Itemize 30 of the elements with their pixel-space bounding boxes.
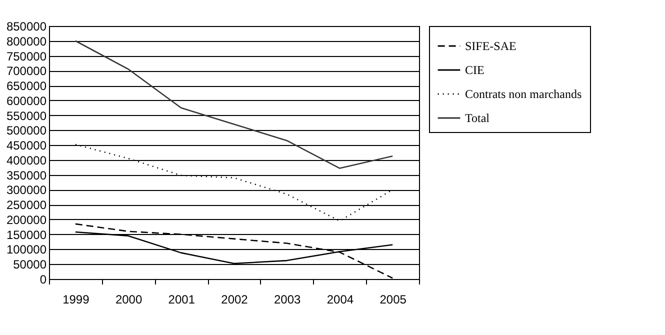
y-tick-label: 100000 xyxy=(6,242,47,257)
legend-label: Total xyxy=(465,111,490,125)
legend-label: Contrats non marchands xyxy=(465,87,582,101)
legend-label: SIFE-SAE xyxy=(465,39,516,53)
x-tick-label: 2004 xyxy=(326,292,354,306)
y-tick-label: 150000 xyxy=(6,228,47,242)
y-tick-label: 550000 xyxy=(6,108,47,123)
y-tick-label: 600000 xyxy=(6,94,47,108)
y-tick-label: 650000 xyxy=(6,79,47,94)
y-tick-label: 350000 xyxy=(6,168,47,182)
y-tick-label: 450000 xyxy=(6,138,47,153)
y-tick-label: 700000 xyxy=(6,64,47,78)
line-series xyxy=(74,40,394,169)
y-tick-label: 750000 xyxy=(6,49,47,64)
y-tick-label: 50000 xyxy=(13,258,47,272)
y-tick-label: 500000 xyxy=(6,124,47,138)
y-tick-label: 400000 xyxy=(6,153,47,168)
y-tick-label: 250000 xyxy=(6,198,47,212)
y-tick-label: 300000 xyxy=(6,183,47,198)
y-tick-label: 0 xyxy=(40,272,47,286)
y-tick-label: 800000 xyxy=(6,34,47,48)
legend-label: CIE xyxy=(465,63,484,77)
x-tick-label: 2000 xyxy=(115,292,142,306)
x-tick-label: 2003 xyxy=(274,292,302,306)
y-tick-label: 200000 xyxy=(6,212,47,227)
x-tick-label: 1999 xyxy=(62,292,90,306)
x-tick-label: 2001 xyxy=(168,292,196,306)
x-tick-label: 2002 xyxy=(221,292,248,306)
x-tick-label: 2005 xyxy=(380,292,407,306)
y-tick-label: 850000 xyxy=(6,20,47,34)
